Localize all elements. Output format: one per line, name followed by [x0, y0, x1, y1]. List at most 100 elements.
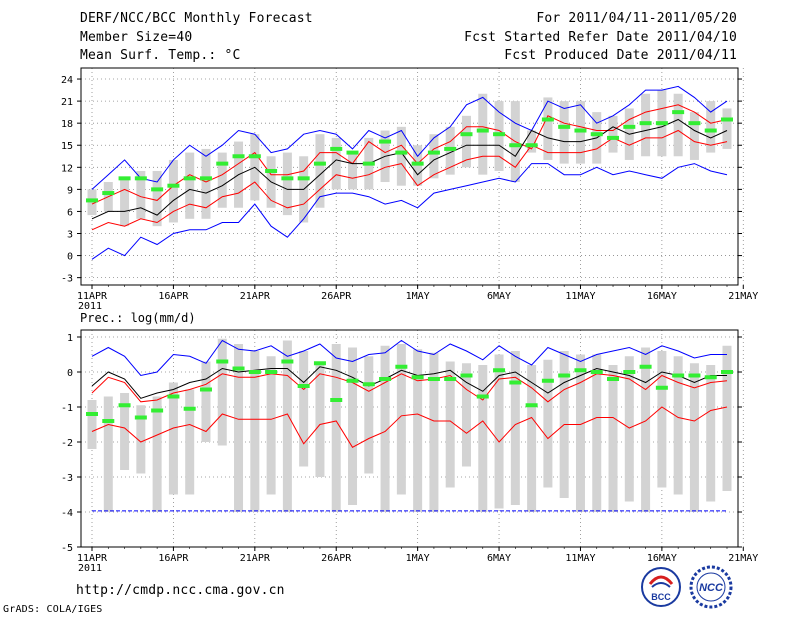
y-tick-label: 3	[67, 230, 73, 241]
x-tick-label: 21MAY	[728, 291, 758, 302]
y-tick-label: -3	[61, 473, 73, 484]
spread-bar	[315, 361, 325, 477]
spread-bar	[282, 340, 292, 512]
spread-bar	[315, 134, 325, 208]
spread-bar	[722, 345, 732, 491]
spread-bar	[152, 396, 162, 512]
member-size: Member Size=40	[80, 30, 193, 45]
spread-bar	[168, 382, 178, 495]
x-tick-label: 16MAY	[647, 553, 677, 564]
spread-bar	[527, 365, 537, 512]
spread-bar	[266, 356, 276, 495]
median-mark	[655, 121, 668, 126]
spread-bar	[348, 152, 358, 190]
x-tick-label: 1MAY	[406, 553, 430, 564]
spread-bar	[445, 361, 455, 488]
median-mark	[183, 406, 196, 411]
y-tick-label: 1	[67, 333, 73, 344]
median-mark	[346, 378, 359, 383]
spread-bar	[120, 178, 130, 227]
spread-bar	[87, 400, 97, 449]
median-mark	[199, 387, 212, 392]
y-tick-label: 24	[61, 75, 73, 86]
ncc-logo-text: NCC	[699, 582, 724, 594]
plot-frame	[80, 67, 739, 286]
panel-temperature: -3 0 3 6 9 12 15 18 21 24 11APR 16APR 21APR 26APR 1MAY…	[61, 67, 758, 312]
bcc-logo-text: BCC	[651, 592, 671, 602]
median-mark	[509, 380, 522, 385]
median-mark	[493, 368, 506, 373]
spread-bar	[510, 351, 520, 505]
median-mark	[721, 370, 733, 374]
precip-title: Prec.: log(mm/d)	[80, 311, 196, 325]
year-label: 2011	[78, 563, 102, 574]
median-mark	[183, 176, 196, 181]
median-mark	[86, 198, 98, 203]
median-mark	[688, 373, 701, 378]
x-tick-label: 21APR	[240, 553, 271, 564]
series-max	[91, 85, 728, 190]
source-url[interactable]: http://cmdp.ncc.cma.gov.cn	[76, 583, 285, 598]
x-tick-label: 6MAY	[487, 553, 511, 564]
spread-bar	[201, 361, 211, 442]
x-tick-label: 11MAY	[565, 553, 595, 564]
spread-bar	[461, 115, 471, 168]
y-tick-label: 0	[67, 368, 73, 379]
y-tick-label: -2	[61, 438, 73, 449]
spread-bar	[234, 344, 244, 512]
series-lower	[91, 406, 728, 448]
median-mark	[395, 150, 408, 155]
series-mean	[91, 118, 728, 220]
median-mark	[688, 121, 701, 126]
median-mark	[639, 121, 652, 126]
median-mark	[525, 143, 538, 148]
x-tick-label: 21MAY	[728, 553, 758, 564]
spread-bar	[608, 365, 618, 512]
median-mark	[655, 385, 668, 390]
spread-bar	[689, 112, 699, 160]
spread-bar	[120, 393, 130, 470]
median-mark	[346, 150, 359, 155]
spread-bar	[575, 354, 585, 512]
spread-bar	[136, 170, 146, 219]
median-mark	[639, 364, 652, 369]
variable-label: Mean Surf. Temp.: °C	[80, 48, 241, 63]
median-mark	[118, 176, 131, 181]
y-tick-label: 18	[61, 119, 73, 130]
spread-bar	[494, 354, 504, 509]
spread-bar	[299, 351, 309, 467]
median-mark	[281, 176, 294, 181]
spread-bar	[722, 108, 732, 149]
spread-bar	[217, 152, 227, 208]
x-tick-label: 11APR	[77, 553, 108, 564]
spread-bar	[527, 130, 537, 153]
spread-bar	[103, 396, 113, 512]
median-mark	[704, 128, 717, 133]
median-mark	[362, 161, 375, 166]
x-tick-label: 6MAY	[487, 291, 511, 302]
median-mark	[541, 378, 554, 383]
median-mark	[427, 150, 440, 155]
spread-bar	[250, 351, 260, 512]
median-mark	[476, 394, 489, 399]
median-mark	[493, 132, 506, 137]
spread-bar	[624, 356, 634, 502]
y-tick-label: -3	[61, 274, 73, 285]
panel-precipitation: -5 -4 -3 -2 -1 0 1 11APR 16APR 21APR 26APR 1MAY 6MAY…	[61, 329, 758, 574]
median-mark	[509, 143, 522, 148]
median-mark	[672, 373, 685, 378]
median-mark	[574, 128, 587, 133]
y-tick-label: 21	[61, 97, 73, 108]
spread-bar	[185, 152, 195, 219]
spread-bar	[136, 405, 146, 474]
median-mark	[232, 366, 245, 371]
median-mark	[379, 377, 392, 381]
median-mark	[444, 146, 457, 151]
median-mark	[558, 124, 571, 129]
spread-bar	[348, 347, 358, 505]
y-tick-label: 15	[61, 141, 73, 152]
x-tick-label: 1MAY	[406, 291, 430, 302]
y-tick-label: 12	[61, 163, 73, 174]
median-mark	[281, 359, 294, 364]
